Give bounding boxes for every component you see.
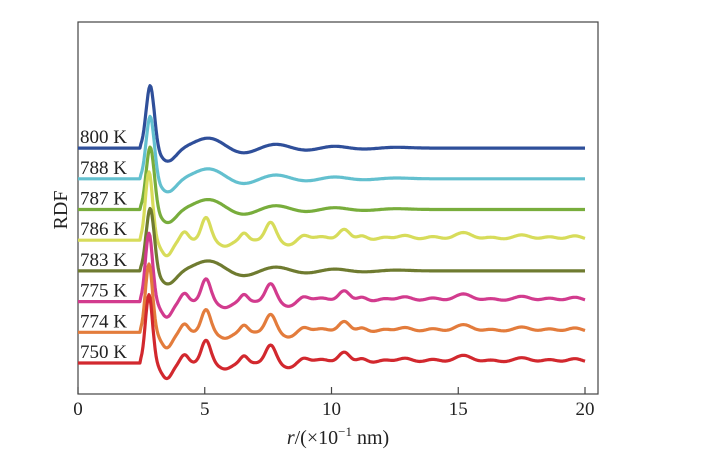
series-line [77, 262, 586, 350]
x-axis-label-unit: nm) [352, 427, 389, 449]
x-axis-label-exponent: −1 [338, 424, 352, 439]
x-axis-label-var: r [287, 427, 295, 449]
series-label: 783 K [80, 250, 127, 271]
series-label: 786 K [80, 219, 127, 240]
x-tick-label: 5 [200, 399, 210, 420]
series-line [77, 206, 586, 286]
series-line [77, 293, 586, 381]
x-tick-label: 10 [322, 399, 341, 420]
series-line [77, 114, 586, 194]
x-tick-label: 15 [449, 399, 468, 420]
series-line [77, 84, 586, 163]
x-axis: 0 5 10 15 20 [73, 387, 595, 420]
x-tick-label: 20 [576, 399, 595, 420]
series-line [77, 145, 586, 225]
series-label: 774 K [80, 311, 127, 332]
series-line [77, 231, 586, 319]
series-line [77, 170, 586, 258]
x-axis-label: r/(×10−1 nm) [287, 424, 389, 449]
x-axis-label-prefix: /(×10 [295, 427, 339, 449]
series-label: 800 K [80, 127, 127, 148]
y-axis-label: RDF [50, 191, 72, 230]
series-label: 788 K [80, 158, 127, 179]
x-tick-label: 0 [73, 399, 83, 420]
series-label-layer: 800 K 788 K 787 K 786 K 783 K 775 K 774 K 750 K [80, 127, 127, 363]
series-label: 750 K [80, 342, 127, 363]
series-label: 787 K [80, 189, 127, 210]
series-label: 775 K [80, 281, 127, 302]
series-layer [77, 84, 586, 381]
